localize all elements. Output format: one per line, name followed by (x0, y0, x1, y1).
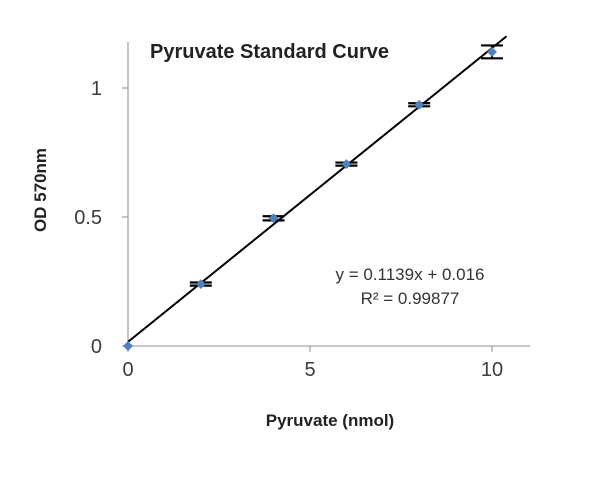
y-tick-label: 1 (91, 78, 102, 100)
trendline-r-squared: R² = 0.99877 (361, 289, 460, 308)
y-tick-label: 0.5 (74, 207, 102, 229)
trendline-equation: y = 0.1139x + 0.016 (335, 265, 484, 284)
x-tick-label: 10 (481, 359, 503, 381)
y-axis-title: OD 570nm (31, 148, 50, 232)
data-point (195, 279, 206, 290)
data-point (341, 159, 352, 170)
chart-title: Pyruvate Standard Curve (150, 41, 389, 63)
data-point (414, 99, 425, 110)
x-tick-label: 0 (122, 359, 133, 381)
data-point (123, 341, 133, 351)
x-ticks: 0 5 10 (122, 346, 503, 381)
data-point (268, 213, 279, 224)
y-tick-label: 0 (91, 336, 102, 358)
y-ticks: 00.51 (74, 78, 128, 358)
x-axis-title: Pyruvate (nmol) (266, 411, 394, 430)
axes (127, 42, 530, 347)
trendline (127, 35, 508, 343)
data-point (487, 46, 497, 57)
x-tick-label: 5 (304, 359, 315, 381)
